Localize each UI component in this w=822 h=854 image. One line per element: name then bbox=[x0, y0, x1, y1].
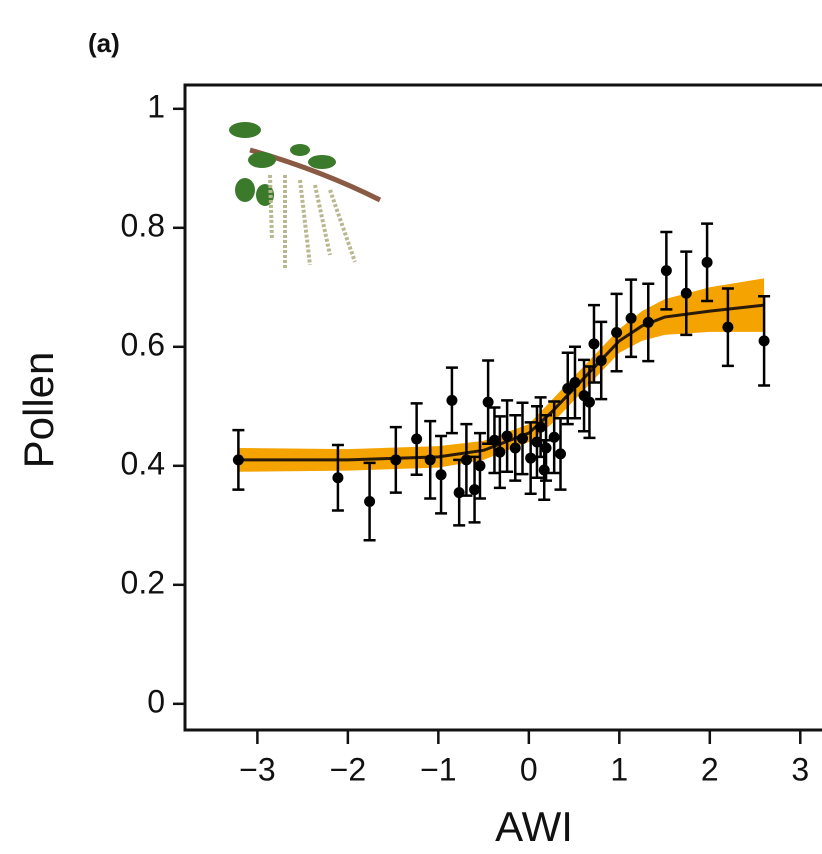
x-tick-label: 1 bbox=[610, 751, 628, 787]
data-point bbox=[569, 377, 581, 389]
data-point bbox=[482, 396, 494, 408]
data-point bbox=[364, 496, 376, 508]
y-tick-label: 1 bbox=[147, 88, 165, 124]
confidence-band bbox=[239, 278, 765, 472]
y-tick-label: 0 bbox=[147, 683, 165, 719]
x-axis-label: AWI bbox=[495, 803, 573, 850]
data-point bbox=[540, 442, 552, 454]
data-point bbox=[611, 327, 623, 339]
data-point bbox=[680, 287, 692, 299]
y-tick-label: 0.2 bbox=[121, 564, 165, 600]
data-point bbox=[562, 382, 574, 394]
data-point bbox=[642, 316, 654, 328]
data-point bbox=[446, 394, 458, 406]
data-point bbox=[509, 442, 521, 454]
x-tick-label: 2 bbox=[701, 751, 719, 787]
data-point bbox=[411, 433, 423, 445]
data-point bbox=[758, 335, 770, 347]
data-point bbox=[535, 421, 547, 433]
x-tick-label: −3 bbox=[239, 751, 275, 787]
data-point bbox=[232, 454, 244, 466]
plant-illustration bbox=[229, 122, 382, 270]
data-point bbox=[424, 454, 436, 466]
x-tick-label: 0 bbox=[520, 751, 538, 787]
data-point bbox=[548, 431, 560, 443]
panel-label: (a) bbox=[88, 28, 120, 58]
data-point bbox=[555, 448, 567, 460]
y-tick-label: 0.4 bbox=[121, 445, 165, 481]
data-point bbox=[517, 432, 529, 444]
data-point bbox=[501, 430, 513, 442]
data-point bbox=[538, 464, 550, 476]
data-point bbox=[488, 434, 500, 446]
data-point bbox=[701, 256, 713, 268]
y-axis-label: Pollen bbox=[15, 352, 62, 469]
data-point bbox=[494, 446, 506, 458]
data-point bbox=[390, 454, 402, 466]
data-point bbox=[583, 396, 595, 408]
data-point bbox=[469, 484, 481, 496]
data-point bbox=[474, 460, 486, 472]
data-point bbox=[588, 338, 600, 350]
data-point bbox=[595, 354, 607, 366]
y-tick-label: 0.6 bbox=[121, 326, 165, 362]
data-point bbox=[525, 452, 537, 464]
data-point bbox=[625, 312, 637, 324]
data-point bbox=[332, 472, 344, 484]
data-point bbox=[660, 265, 672, 277]
x-tick-label: −2 bbox=[330, 751, 366, 787]
x-tick-label: 3 bbox=[791, 751, 809, 787]
data-point bbox=[435, 469, 447, 481]
x-tick-label: −1 bbox=[420, 751, 456, 787]
data-point bbox=[722, 321, 734, 333]
y-tick-label: 0.8 bbox=[121, 207, 165, 243]
plot-frame bbox=[183, 83, 822, 732]
